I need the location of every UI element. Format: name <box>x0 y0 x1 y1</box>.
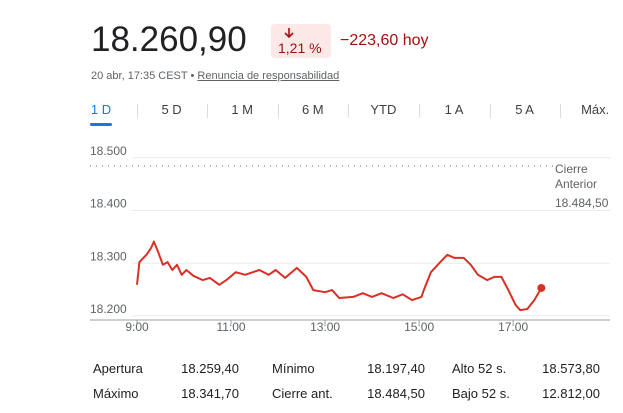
tab-divider <box>560 104 562 118</box>
x-tick-label: 13:00 <box>310 320 340 334</box>
stat-label: Apertura <box>93 361 143 376</box>
stat-label: Máximo <box>93 386 139 401</box>
stat-value: 18.484,50 <box>367 386 425 401</box>
price: 18.260,90 <box>91 20 247 59</box>
prev-close-value: 18.484,50 <box>555 196 609 210</box>
stat-label: Cierre ant. <box>272 386 333 401</box>
prev-close-title: Cierre Anterior <box>555 162 598 191</box>
price-line <box>136 240 543 312</box>
x-tick-label: 11:00 <box>216 320 245 334</box>
stat-label: Mínimo <box>272 361 315 376</box>
stat-value: 18.259,40 <box>181 361 239 376</box>
tab-divider <box>489 104 491 118</box>
tab[interactable]: 5 A <box>515 102 534 117</box>
y-tick-label: 18.500 <box>90 144 127 158</box>
stat-label: Bajo 52 s. <box>452 386 510 401</box>
tab[interactable]: 5 D <box>161 102 182 117</box>
tab[interactable]: 6 M <box>301 102 324 117</box>
timestamp: 20 abr, 17:35 CEST <box>91 70 188 82</box>
stat-value: 18.573,80 <box>542 361 600 376</box>
stat-value: 18.341,70 <box>181 386 239 401</box>
last-point <box>537 283 546 292</box>
x-tick-label: 17:00 <box>498 320 528 334</box>
tab-divider <box>277 104 279 118</box>
tab[interactable]: YTD <box>370 102 397 117</box>
tab-divider <box>136 104 138 118</box>
tab-underline <box>90 123 112 126</box>
tab[interactable]: 1 M <box>231 102 254 117</box>
y-tick-label: 18.200 <box>90 302 127 316</box>
tab[interactable]: Máx. <box>581 102 610 117</box>
separator: • <box>190 70 195 82</box>
x-tick-label: 9:00 <box>125 320 149 334</box>
y-tick-label: 18.300 <box>90 249 127 263</box>
timestamp-row: 20 abr, 17:35 CEST • Renuncia de respons… <box>91 70 339 82</box>
stat-label: Alto 52 s. <box>452 361 507 376</box>
change-badge: 1,21 % <box>271 24 331 58</box>
stat-value: 12.812,00 <box>542 386 600 401</box>
tab-divider <box>419 104 420 118</box>
y-tick-label: 18.400 <box>90 197 127 211</box>
change-percent: 1,21 % <box>278 40 322 56</box>
tab[interactable]: 1 A <box>444 102 464 117</box>
down-arrow <box>284 28 294 39</box>
tab-divider <box>207 104 209 118</box>
tab[interactable]: 1 D <box>90 102 112 117</box>
disclaimer-link[interactable]: Renuncia de responsabilidad <box>197 70 340 82</box>
tab-divider <box>348 104 350 118</box>
stat-value: 18.197,40 <box>367 361 425 376</box>
x-tick-label: 15:00 <box>404 320 434 334</box>
change-absolute: −223,60 hoy <box>340 32 429 49</box>
